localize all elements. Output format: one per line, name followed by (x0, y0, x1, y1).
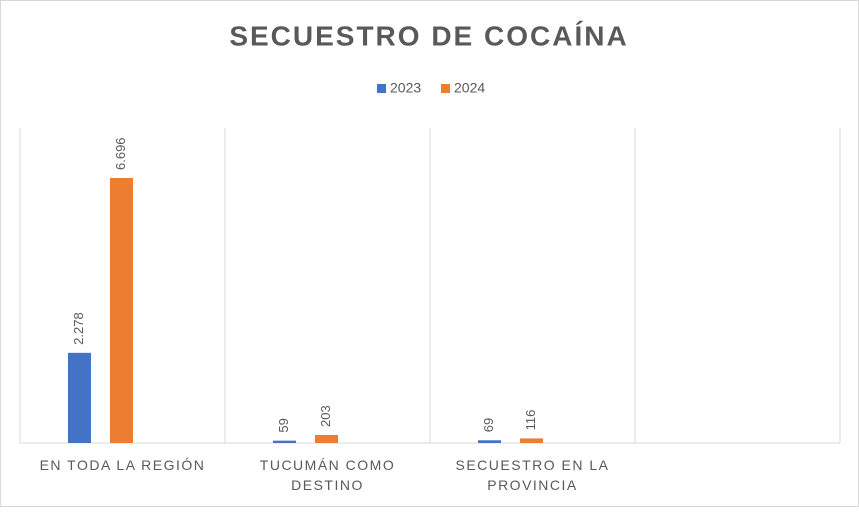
data-label: 203 (318, 405, 333, 427)
x-tick-label: TUCUMÁN COMO DESTINO (259, 457, 396, 493)
bar (273, 440, 296, 443)
legend-label: 2023 (390, 80, 421, 96)
x-tick-label: EN TODA LA REGIÓN (39, 457, 206, 473)
bar (110, 178, 133, 443)
data-label: 59 (276, 418, 291, 432)
x-tick-label: SECUESTRO EN LA PROVINCIA (455, 457, 610, 493)
bar (315, 434, 338, 443)
legend-swatch (377, 84, 386, 93)
data-label: 69 (481, 418, 496, 432)
chart-title: SECUESTRO DE COCAÍNA (229, 20, 628, 51)
legend-label: 2024 (454, 80, 485, 96)
data-label: 116 (523, 410, 538, 431)
data-label: 2.278 (71, 312, 86, 345)
data-label: 6.696 (113, 137, 128, 170)
bar (478, 440, 501, 443)
bar (68, 352, 91, 443)
bar (520, 438, 543, 443)
legend-swatch (441, 84, 450, 93)
